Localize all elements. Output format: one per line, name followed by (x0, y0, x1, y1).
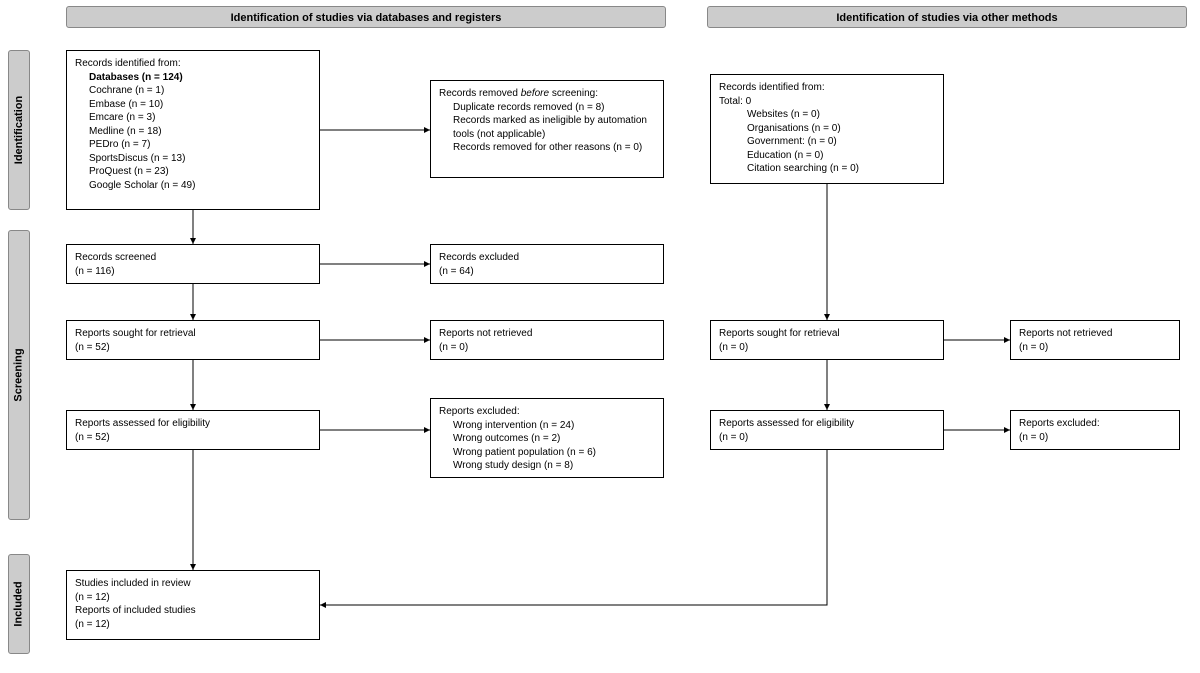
box-other-sought: Reports sought for retrieval(n = 0) (710, 320, 944, 360)
box-reports-assessed: Reports assessed for eligibility(n = 52) (66, 410, 320, 450)
box-other-identified: Records identified from:Total: 0Websites… (710, 74, 944, 184)
side-label-included: Included (8, 554, 30, 654)
box-other-assessed: Reports assessed for eligibility(n = 0) (710, 410, 944, 450)
side-label-text: Screening (13, 348, 25, 401)
side-label-screening: Screening (8, 230, 30, 520)
box-reports-not-retrieved: Reports not retrieved(n = 0) (430, 320, 664, 360)
box-records-removed: Records removed before screening:Duplica… (430, 80, 664, 178)
box-reports-excluded: Reports excluded:Wrong intervention (n =… (430, 398, 664, 478)
side-label-text: Included (13, 581, 25, 626)
box-records-excluded: Records excluded(n = 64) (430, 244, 664, 284)
box-records-identified: Records identified from:Databases (n = 1… (66, 50, 320, 210)
side-label-text: Identification (13, 96, 25, 164)
box-other-excluded: Reports excluded:(n = 0) (1010, 410, 1180, 450)
header-left: Identification of studies via databases … (66, 6, 666, 28)
side-label-identification: Identification (8, 50, 30, 210)
header-right: Identification of studies via other meth… (707, 6, 1187, 28)
box-records-screened: Records screened(n = 116) (66, 244, 320, 284)
box-included: Studies included in review(n = 12)Report… (66, 570, 320, 640)
box-other-not-retrieved: Reports not retrieved(n = 0) (1010, 320, 1180, 360)
box-reports-sought: Reports sought for retrieval(n = 52) (66, 320, 320, 360)
